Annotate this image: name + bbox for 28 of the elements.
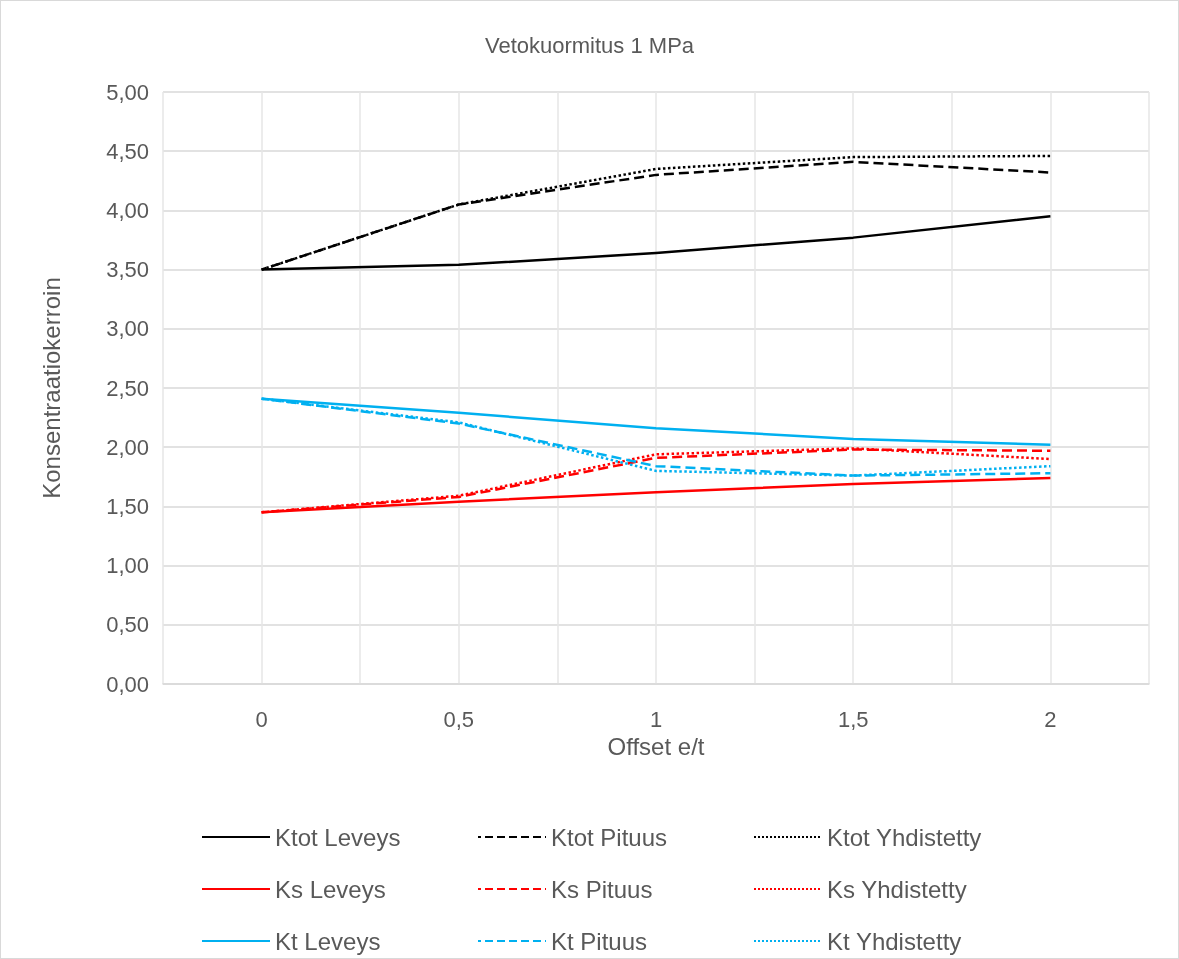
y-tick-label: 3,00 [106,316,149,342]
y-tick-label: 2,00 [106,434,149,460]
legend-label: Kt Yhdistetty [827,927,962,955]
y-tick-label: 4,00 [106,197,149,223]
y-axis-title: Konsentraatiokerroin [37,277,65,499]
y-tick-label: 0,00 [106,671,149,697]
y-tick-label: 3,50 [106,257,149,283]
legend-label: Ks Leveys [275,875,386,903]
legend-label: Kt Leveys [275,927,381,955]
legend-label: Ks Yhdistetty [827,875,967,903]
y-tick-label: 1,00 [106,553,149,579]
y-tick-label: 4,50 [106,138,149,164]
x-axis-title: Offset e/t [607,733,705,761]
x-tick-label: 2 [1044,706,1057,732]
chart-title: Vetokuormitus 1 MPa [484,32,695,58]
y-tick-label: 2,50 [106,375,149,401]
y-tick-label: 0,50 [106,612,149,638]
legend-label: Ktot Leveys [275,823,401,851]
legend-label: Ktot Pituus [551,823,668,851]
y-tick-label: 5,00 [106,79,149,105]
legend-label: Kt Pituus [551,927,648,955]
legend-label: Ktot Yhdistetty [827,823,982,851]
x-tick-label: 1 [649,706,663,732]
x-tick-label: 1,5 [837,706,869,732]
y-tick-label: 1,50 [106,493,149,519]
x-tick-label: 0 [255,706,268,732]
legend-label: Ks Pituus [551,875,653,903]
x-tick-label: 0,5 [443,706,475,732]
